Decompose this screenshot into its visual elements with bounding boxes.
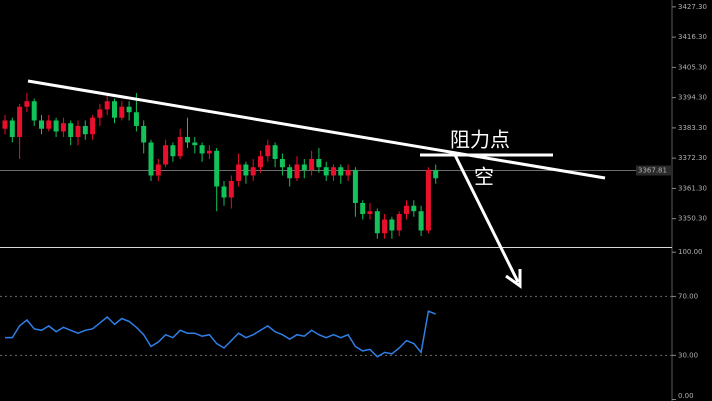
y-tick-label: 70.00 <box>678 292 698 300</box>
candle-body <box>294 164 300 179</box>
candle-body <box>53 120 59 132</box>
candle-body <box>46 120 52 129</box>
candle-body <box>301 164 307 170</box>
candle-body <box>192 142 198 146</box>
candle-body <box>221 186 227 198</box>
candle-body <box>243 164 249 176</box>
candle-body <box>199 145 205 154</box>
price-label: 3367.81 <box>638 167 667 175</box>
y-tick-label: 100.00 <box>678 248 703 256</box>
candle-body <box>112 101 117 118</box>
candle-body <box>323 167 329 176</box>
y-tick-label: 3416.30 <box>678 33 707 41</box>
candle-body <box>389 219 395 231</box>
plot: 3427.30 3416.30 3405.30 3394.30 3383.30 3372.… <box>0 3 707 401</box>
candle-body <box>39 120 44 129</box>
candle-body <box>148 142 154 176</box>
y-tick-label: 3350.30 <box>678 215 707 223</box>
candle-body <box>119 106 125 118</box>
candle-body <box>279 158 285 168</box>
candle-body <box>75 125 81 137</box>
candle-body <box>141 125 147 143</box>
arrow-shaft <box>453 154 520 283</box>
candle-body <box>367 211 373 214</box>
candle-body <box>82 125 88 135</box>
candle-body <box>163 145 169 165</box>
candle-body <box>24 101 30 107</box>
candle-body <box>360 202 366 214</box>
annotation: 空 <box>474 165 494 189</box>
candle-body <box>338 167 344 176</box>
candle-body <box>206 150 212 154</box>
candle-body <box>185 136 190 143</box>
trend-line <box>27 79 606 180</box>
candle-body <box>68 123 74 137</box>
indicator-line <box>5 310 436 358</box>
candle-body <box>177 136 183 157</box>
candle-body <box>309 158 315 170</box>
candle-body <box>2 120 8 129</box>
candle-body <box>17 106 23 137</box>
candle-body <box>331 167 336 176</box>
candle-body <box>104 101 110 110</box>
candle-body <box>418 211 424 231</box>
candle-body <box>382 219 388 234</box>
candle-body <box>228 180 234 198</box>
candle-body <box>133 112 139 126</box>
candle-body <box>31 101 37 121</box>
candle-body <box>126 106 132 113</box>
y-tick-label: 3405.30 <box>678 63 707 71</box>
candle-body <box>411 205 417 212</box>
y-tick-label: 3394.30 <box>678 94 707 102</box>
candle-body <box>316 158 322 168</box>
candle-body <box>287 167 293 179</box>
y-tick-label: 3383.30 <box>678 124 707 132</box>
y-tick-label: 3361.30 <box>678 184 707 192</box>
candle-body <box>90 117 96 135</box>
candle-body <box>9 120 15 137</box>
candle-body <box>60 123 66 132</box>
candle-body <box>214 150 220 187</box>
candle-body <box>425 169 431 231</box>
candle-body <box>265 145 271 157</box>
candle-body <box>374 211 380 234</box>
candle-body <box>272 145 278 159</box>
candle-body <box>97 109 103 118</box>
price-label-box <box>636 165 672 176</box>
candle-body <box>345 169 351 176</box>
candle-body <box>236 164 242 181</box>
candle-body <box>250 167 256 176</box>
y-tick-label: 0.00 <box>678 392 694 400</box>
arrow-head <box>505 269 522 289</box>
candle-body <box>258 156 263 168</box>
candle-body <box>404 205 409 214</box>
annotation: 阻力点 <box>450 128 510 152</box>
y-tick-label: 30.00 <box>678 351 698 359</box>
candle-body <box>433 169 439 179</box>
candle-body <box>155 164 161 176</box>
candle-body <box>396 213 402 231</box>
y-tick-label: 3372.30 <box>678 154 707 162</box>
candle-body <box>352 169 358 203</box>
candle-body <box>170 145 176 157</box>
y-tick-label: 3427.30 <box>678 3 707 11</box>
